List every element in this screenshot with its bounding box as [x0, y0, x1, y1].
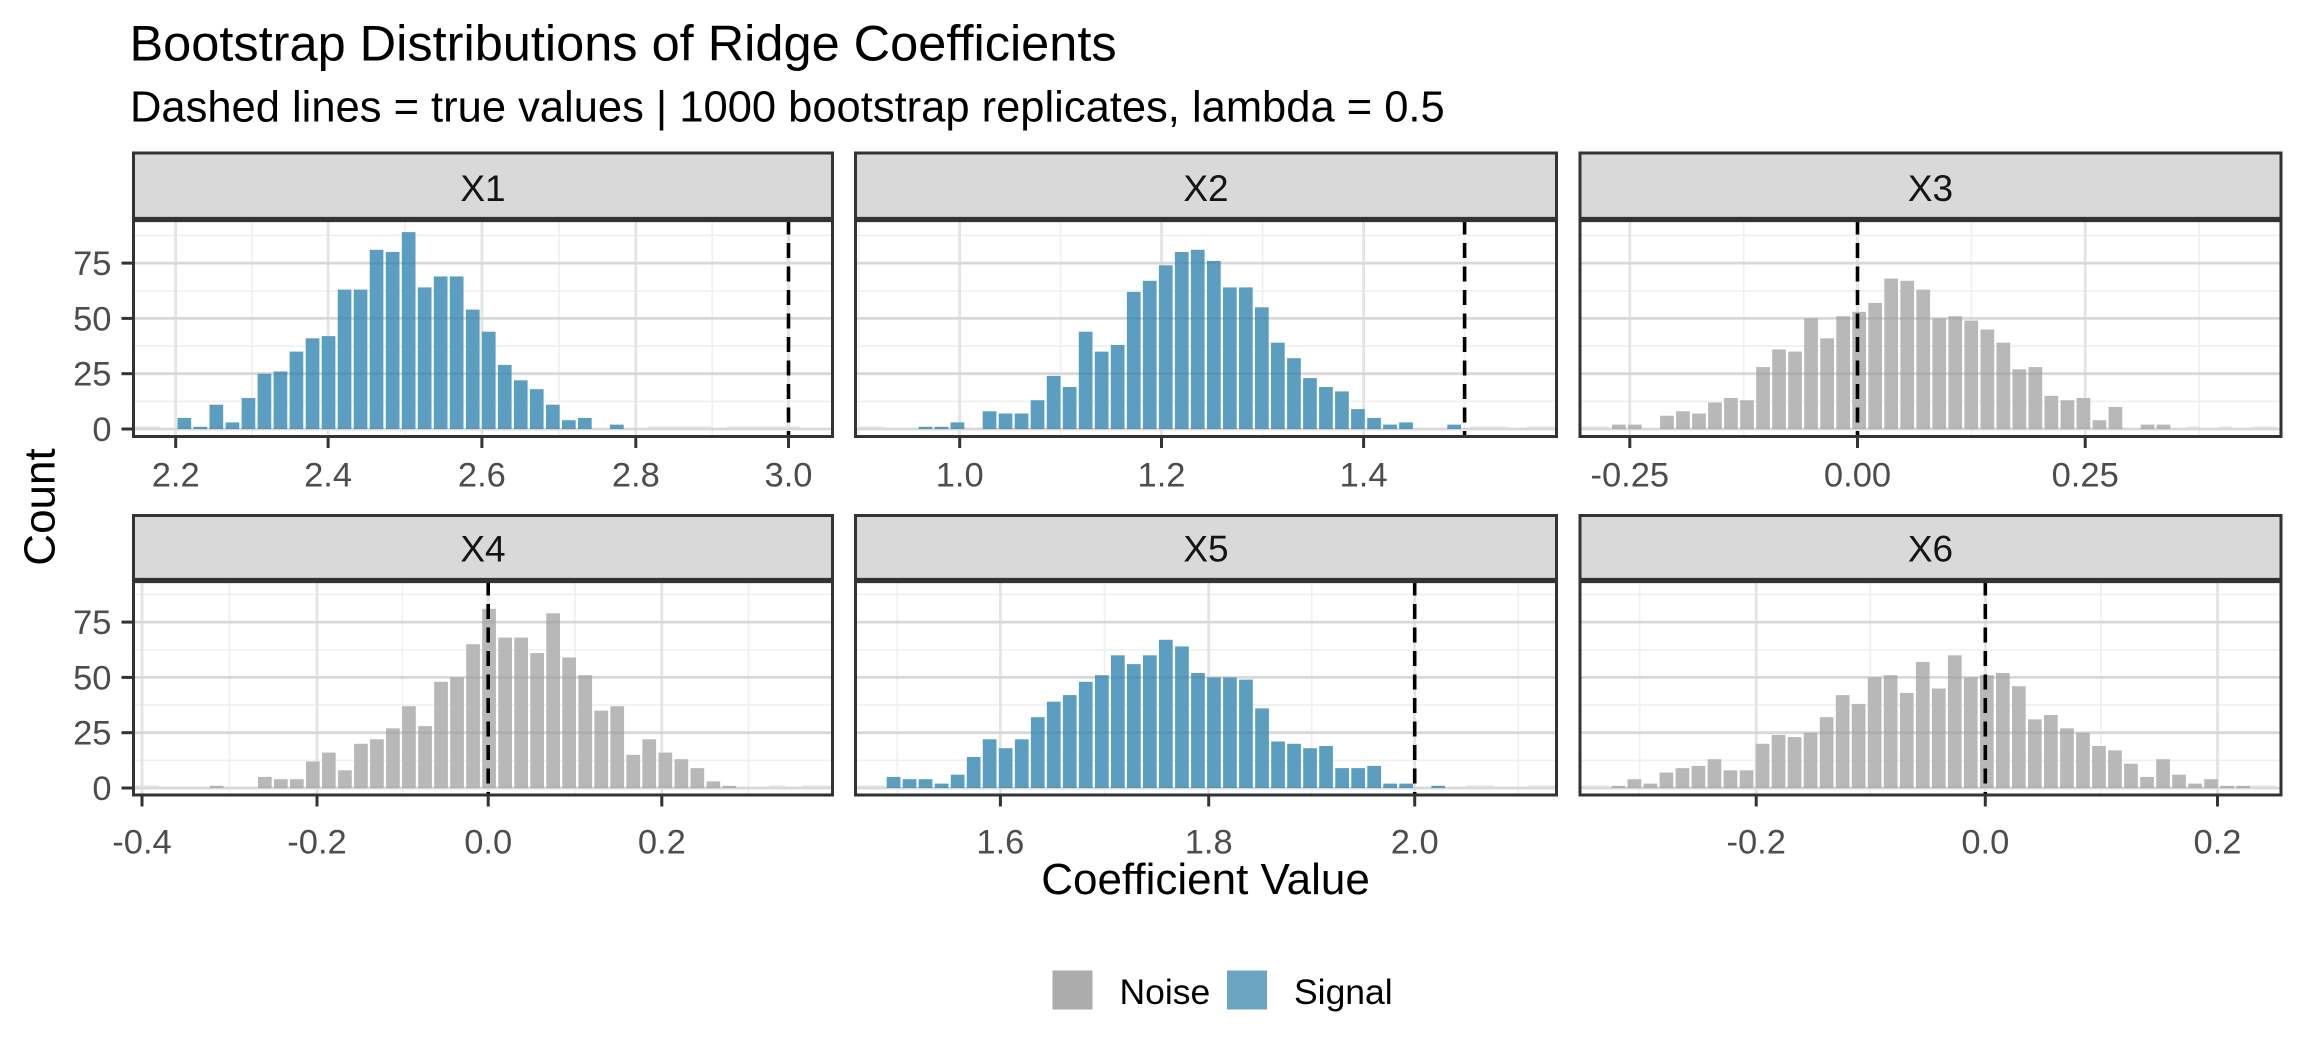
svg-text:3.0: 3.0 [765, 457, 813, 495]
svg-text:1.4: 1.4 [1340, 457, 1388, 495]
svg-text:X5: X5 [1183, 529, 1228, 570]
svg-text:Bootstrap Distributions of Rid: Bootstrap Distributions of Ridge Coeffic… [130, 15, 1117, 72]
svg-text:X1: X1 [460, 168, 505, 209]
svg-text:2.0: 2.0 [1391, 824, 1439, 862]
svg-text:0.0: 0.0 [464, 824, 512, 862]
svg-text:0: 0 [92, 770, 111, 808]
svg-text:1.2: 1.2 [1138, 457, 1186, 495]
svg-text:50: 50 [73, 659, 111, 697]
svg-text:75: 75 [73, 604, 111, 642]
svg-text:Dashed lines = true values | 1: Dashed lines = true values | 1000 bootst… [130, 84, 1445, 132]
svg-text:0.00: 0.00 [1824, 457, 1891, 495]
svg-text:0: 0 [92, 411, 111, 449]
svg-text:0.0: 0.0 [1961, 824, 2009, 862]
svg-text:2.4: 2.4 [304, 457, 352, 495]
svg-text:25: 25 [73, 715, 111, 753]
svg-text:25: 25 [73, 356, 111, 394]
svg-text:50: 50 [73, 300, 111, 338]
svg-text:0.25: 0.25 [2052, 457, 2119, 495]
svg-text:-0.25: -0.25 [1590, 457, 1669, 495]
svg-text:75: 75 [73, 245, 111, 283]
svg-text:-0.4: -0.4 [112, 824, 171, 862]
svg-text:2.2: 2.2 [152, 457, 200, 495]
svg-text:X6: X6 [1908, 529, 1953, 570]
svg-text:1.8: 1.8 [1185, 824, 1233, 862]
svg-text:Signal: Signal [1294, 972, 1393, 1012]
svg-text:2.6: 2.6 [458, 457, 506, 495]
svg-text:0.2: 0.2 [638, 824, 686, 862]
svg-text:0.2: 0.2 [2194, 824, 2242, 862]
svg-text:-0.2: -0.2 [287, 824, 346, 862]
svg-text:X2: X2 [1183, 168, 1228, 209]
svg-text:2.8: 2.8 [612, 457, 660, 495]
svg-text:X4: X4 [460, 529, 505, 570]
svg-text:X3: X3 [1908, 168, 1953, 209]
svg-text:Noise: Noise [1120, 972, 1211, 1012]
svg-text:-0.2: -0.2 [1726, 824, 1785, 862]
svg-text:Coefficient Value: Coefficient Value [1041, 855, 1370, 904]
svg-text:1.6: 1.6 [976, 824, 1024, 862]
svg-text:1.0: 1.0 [936, 457, 984, 495]
svg-text:Count: Count [16, 448, 65, 565]
